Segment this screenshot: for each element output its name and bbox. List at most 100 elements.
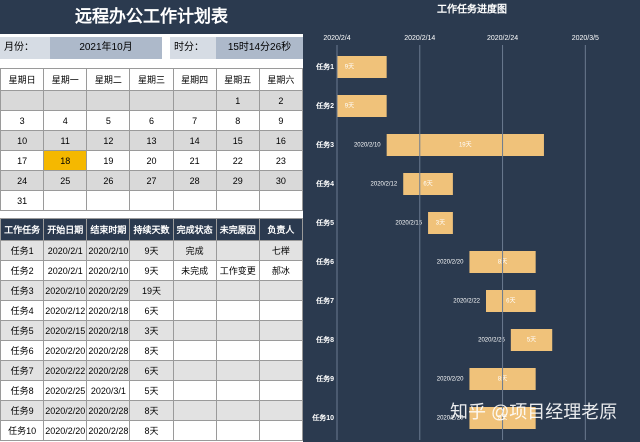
day-cell [43, 190, 88, 211]
table-cell: 19天 [129, 280, 174, 301]
header-cell: 未完原因 [215, 218, 260, 241]
table-cell: 任务3 [0, 280, 45, 301]
table-cell: 8天 [129, 340, 174, 361]
day-cell: 31 [0, 190, 45, 211]
table-cell [258, 280, 304, 301]
day-cell [86, 90, 131, 111]
table-cell: 2020/3/1 [86, 380, 131, 401]
day-cell: 23 [258, 150, 304, 171]
bar [337, 95, 387, 117]
header-cell: 负责人 [258, 218, 304, 241]
weekday: 星期五 [215, 68, 260, 91]
weekday: 星期二 [86, 68, 131, 91]
table-cell [258, 420, 304, 441]
month-value: 2021年10月 [50, 37, 162, 59]
table-cell: 6天 [129, 360, 174, 381]
table-cell [258, 320, 304, 341]
table-cell [258, 400, 304, 421]
weekday: 星期日 [0, 68, 45, 91]
start-label: 2020/2/25 [478, 338, 505, 344]
table-cell: 8天 [129, 400, 174, 421]
table-cell: 2020/2/15 [43, 320, 88, 341]
time-label: 时分： [170, 37, 216, 59]
day-cell [43, 90, 88, 111]
day-cell: 2 [258, 90, 304, 111]
table-cell: 任务10 [0, 420, 45, 441]
table-cell: 工作变更 [215, 260, 260, 281]
day-cell: 16 [258, 130, 304, 151]
chart-title: 工作任务进度图 [437, 3, 507, 16]
day-cell [215, 190, 260, 211]
header-cell: 持续天数 [129, 218, 174, 241]
start-label: 2020/2/15 [395, 221, 422, 227]
day-cell [129, 90, 174, 111]
table-cell [172, 360, 217, 381]
table-cell: 郝冰 [258, 260, 304, 281]
start-label: 2020/2/10 [354, 143, 381, 149]
planner-title: 远程办公工作计划表 [0, 0, 303, 34]
weekday: 星期一 [43, 68, 88, 91]
table-cell [258, 340, 304, 361]
table-cell [172, 280, 217, 301]
table-cell: 任务4 [0, 300, 45, 321]
day-cell: 13 [129, 130, 174, 151]
start-label: 2020/2/20 [437, 260, 464, 266]
table-cell [172, 300, 217, 321]
y-tick-label: 任务10 [311, 413, 334, 422]
header-cell: 结束时期 [86, 218, 131, 241]
day-cell: 18 [43, 150, 88, 171]
table-cell: 9天 [129, 260, 174, 281]
table-cell [172, 320, 217, 341]
y-tick-label: 任务9 [315, 374, 334, 383]
table-cell [215, 380, 260, 401]
table-cell: 任务1 [0, 240, 45, 261]
watermark: 知乎 @项目经理老原 [450, 402, 618, 422]
table-cell: 2020/2/22 [43, 360, 88, 381]
day-cell [86, 190, 131, 211]
table-cell: 完成 [172, 240, 217, 261]
day-cell [129, 190, 174, 211]
day-cell: 29 [215, 170, 260, 191]
bar-label: 9天 [345, 103, 354, 110]
gantt-chart: 工作任务进度图 9天 2020/2/1 9天 2020/2/1 19天 2020/2/10… [311, 3, 599, 440]
table-cell: 2020/2/28 [86, 400, 131, 421]
table-cell: 8天 [129, 420, 174, 441]
table-cell [215, 320, 260, 341]
table-cell: 5天 [129, 380, 174, 401]
day-cell: 11 [43, 130, 88, 151]
table-cell [215, 420, 260, 441]
table-cell: 任务8 [0, 380, 45, 401]
table-cell: 2020/2/20 [43, 400, 88, 421]
bar-label: 6天 [423, 181, 432, 188]
table-cell: 2020/2/28 [86, 340, 131, 361]
table-cell: 2020/2/29 [86, 280, 131, 301]
table-cell: 2020/2/10 [86, 260, 131, 281]
table-cell [258, 380, 304, 401]
table-cell: 2020/2/20 [43, 340, 88, 361]
table-cell: 6天 [129, 300, 174, 321]
table-cell: 2020/2/10 [86, 240, 131, 261]
table-cell: 9天 [129, 240, 174, 261]
table-cell: 任务6 [0, 340, 45, 361]
table-cell [215, 340, 260, 361]
table-cell [215, 240, 260, 261]
table-cell [258, 300, 304, 321]
day-cell: 14 [172, 130, 217, 151]
day-cell: 28 [172, 170, 217, 191]
table-cell [215, 360, 260, 381]
header-cell: 开始日期 [43, 218, 88, 241]
x-tick-label: 2020/3/5 [572, 35, 599, 42]
bar-label: 19天 [459, 142, 472, 149]
day-cell: 15 [215, 130, 260, 151]
weekday: 星期六 [258, 68, 304, 91]
table-cell: 2020/2/1 [43, 240, 88, 261]
weekday: 星期三 [129, 68, 174, 91]
bar-label: 9天 [345, 64, 354, 71]
day-cell: 8 [215, 110, 260, 131]
weekday: 星期四 [172, 68, 217, 91]
day-cell [0, 90, 45, 111]
bar [428, 212, 453, 234]
day-cell: 27 [129, 170, 174, 191]
table-cell: 2020/2/18 [86, 300, 131, 321]
day-cell: 1 [215, 90, 260, 111]
